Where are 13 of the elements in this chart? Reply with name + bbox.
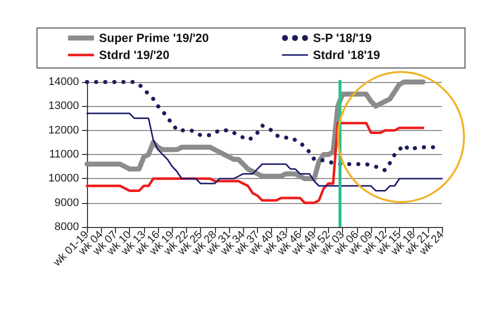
y-tick-label: 9000 — [54, 196, 79, 209]
legend-label: Super Prime '19/'20 — [99, 31, 210, 45]
line-series — [86, 112, 443, 192]
y-tick-label: 10000 — [48, 172, 79, 185]
legend-label: Stdrd '19/'20 — [99, 48, 170, 62]
y-tick-label: 14000 — [48, 76, 79, 88]
y-tick-label: 8000 — [54, 221, 79, 233]
y-tick-label: 12000 — [48, 124, 79, 136]
y-tick-label: 11000 — [49, 148, 79, 160]
y-tick-label: 13000 — [48, 100, 79, 112]
line-series — [86, 122, 424, 204]
legend-label: Stdrd '18'19 — [313, 48, 380, 62]
legend-label: S-P '18/'19 — [313, 31, 372, 45]
